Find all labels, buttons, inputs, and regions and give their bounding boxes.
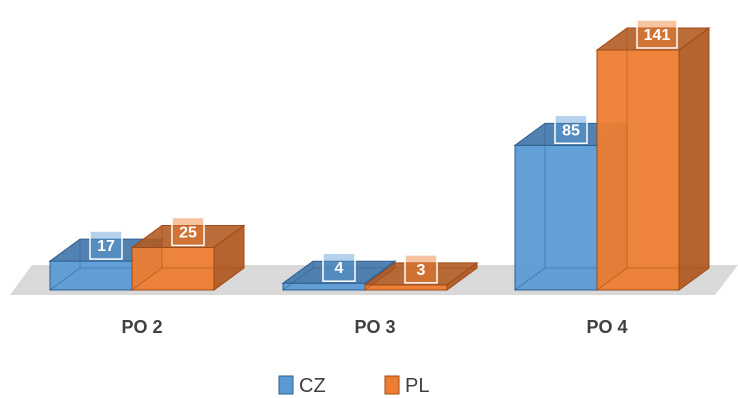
- legend-label: CZ: [299, 375, 326, 397]
- bar-pl-po-3: [363, 261, 479, 291]
- category-labels-layer: PO 2 PO 3 PO 4: [121, 317, 627, 337]
- data-labels-layer: 17 25 4 3 85 141: [89, 19, 678, 284]
- bar-pl-po-4: [595, 27, 711, 291]
- legend-swatch: [278, 375, 294, 395]
- data-label-pl-po-3: 3: [404, 254, 438, 284]
- legend-item-cz: CZ: [278, 375, 326, 397]
- data-label-pl-po-2: 25: [171, 216, 205, 247]
- value-text: 17: [97, 238, 115, 255]
- legend-swatch: [384, 375, 400, 395]
- data-label-pl-po-4: 141: [636, 19, 678, 49]
- value-text: 3: [417, 262, 426, 279]
- legend-item-pl: PL: [384, 375, 429, 397]
- bars-layer: [48, 27, 711, 291]
- data-label-cz-po-3: 4: [322, 252, 356, 282]
- bar-pl-po-2: [130, 224, 246, 291]
- category-label-po-4: PO 4: [586, 317, 627, 337]
- data-label-cz-po-2: 17: [89, 230, 123, 260]
- value-text: 25: [179, 224, 197, 241]
- value-text: 4: [335, 260, 344, 277]
- value-text: 141: [644, 27, 671, 44]
- legend: CZ PL: [278, 375, 429, 397]
- data-label-cz-po-4: 85: [554, 114, 588, 145]
- legend-label: PL: [405, 375, 429, 397]
- value-text: 85: [562, 122, 580, 139]
- category-label-po-3: PO 3: [354, 317, 395, 337]
- category-label-po-2: PO 2: [121, 317, 162, 337]
